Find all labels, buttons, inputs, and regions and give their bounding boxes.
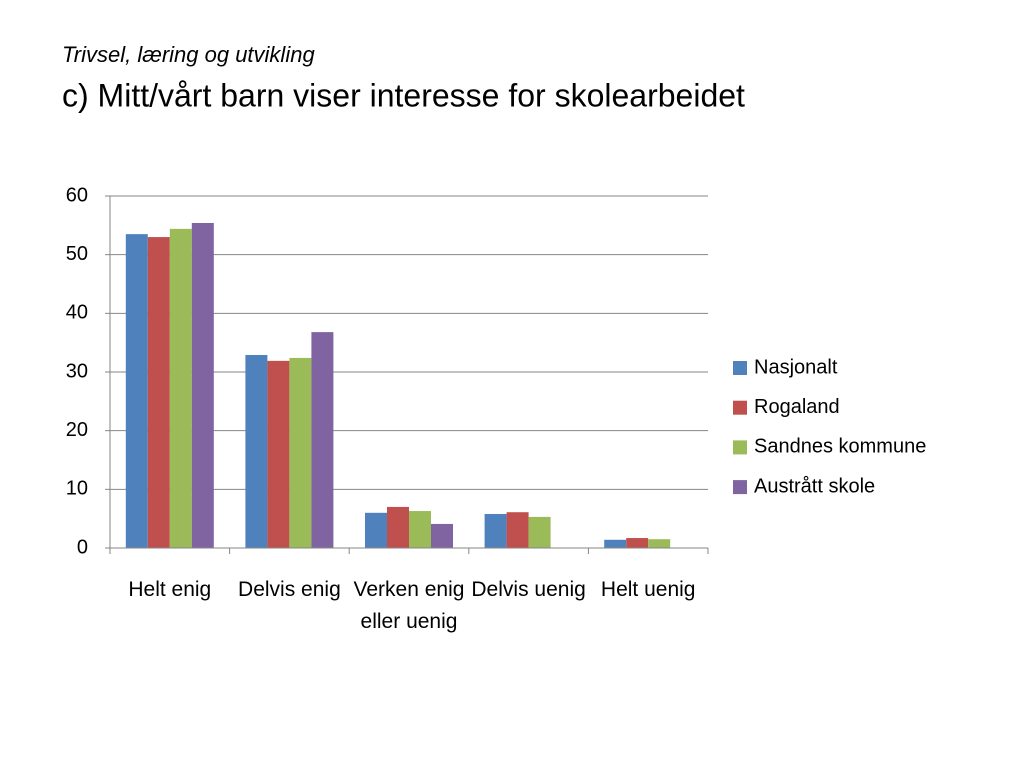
legend-swatch (733, 440, 747, 455)
bar (245, 354, 268, 548)
bar (528, 516, 551, 548)
bar (506, 512, 529, 548)
legend-swatch (733, 361, 747, 375)
bar (409, 511, 431, 548)
legend-label: Austrått skole (754, 475, 875, 497)
bar (484, 513, 507, 548)
bar (267, 360, 290, 548)
x-tick-label: Helt uenig (600, 578, 696, 601)
bar (169, 228, 192, 548)
legend-swatch (733, 480, 747, 495)
y-tick-label: 50 (66, 243, 88, 265)
bar (648, 539, 671, 548)
bar (125, 234, 148, 548)
y-tick-label: 30 (66, 360, 88, 382)
bar (431, 523, 453, 548)
bar (626, 538, 649, 548)
bar (387, 506, 409, 548)
bar (289, 357, 312, 548)
legend-label: Nasjonalt (754, 356, 838, 378)
legend-label: Sandnes kommune (754, 436, 926, 458)
legend-swatch (733, 400, 747, 415)
y-tick-label: 10 (66, 478, 88, 500)
x-tick-label: Delvis enig (238, 578, 341, 601)
bar (147, 237, 170, 549)
bar (365, 512, 387, 548)
x-tick-label: Delvis uenig (471, 578, 586, 601)
bar (311, 332, 334, 548)
subtitle: Trivsel, læring og utvikling (62, 42, 315, 67)
x-tick-label: Verken enig eller uenig (353, 578, 465, 633)
y-tick-label: 20 (66, 419, 88, 441)
y-tick-label: 40 (66, 302, 88, 324)
chart-title: c) Mitt/vårt barn viser interesse for sk… (62, 77, 745, 113)
legend-label: Rogaland (754, 396, 840, 418)
y-tick-label: 60 (66, 184, 88, 206)
bar (191, 222, 214, 548)
y-tick-label: 0 (77, 536, 88, 558)
bar (604, 539, 627, 548)
x-tick-label: Helt enig (128, 578, 212, 601)
